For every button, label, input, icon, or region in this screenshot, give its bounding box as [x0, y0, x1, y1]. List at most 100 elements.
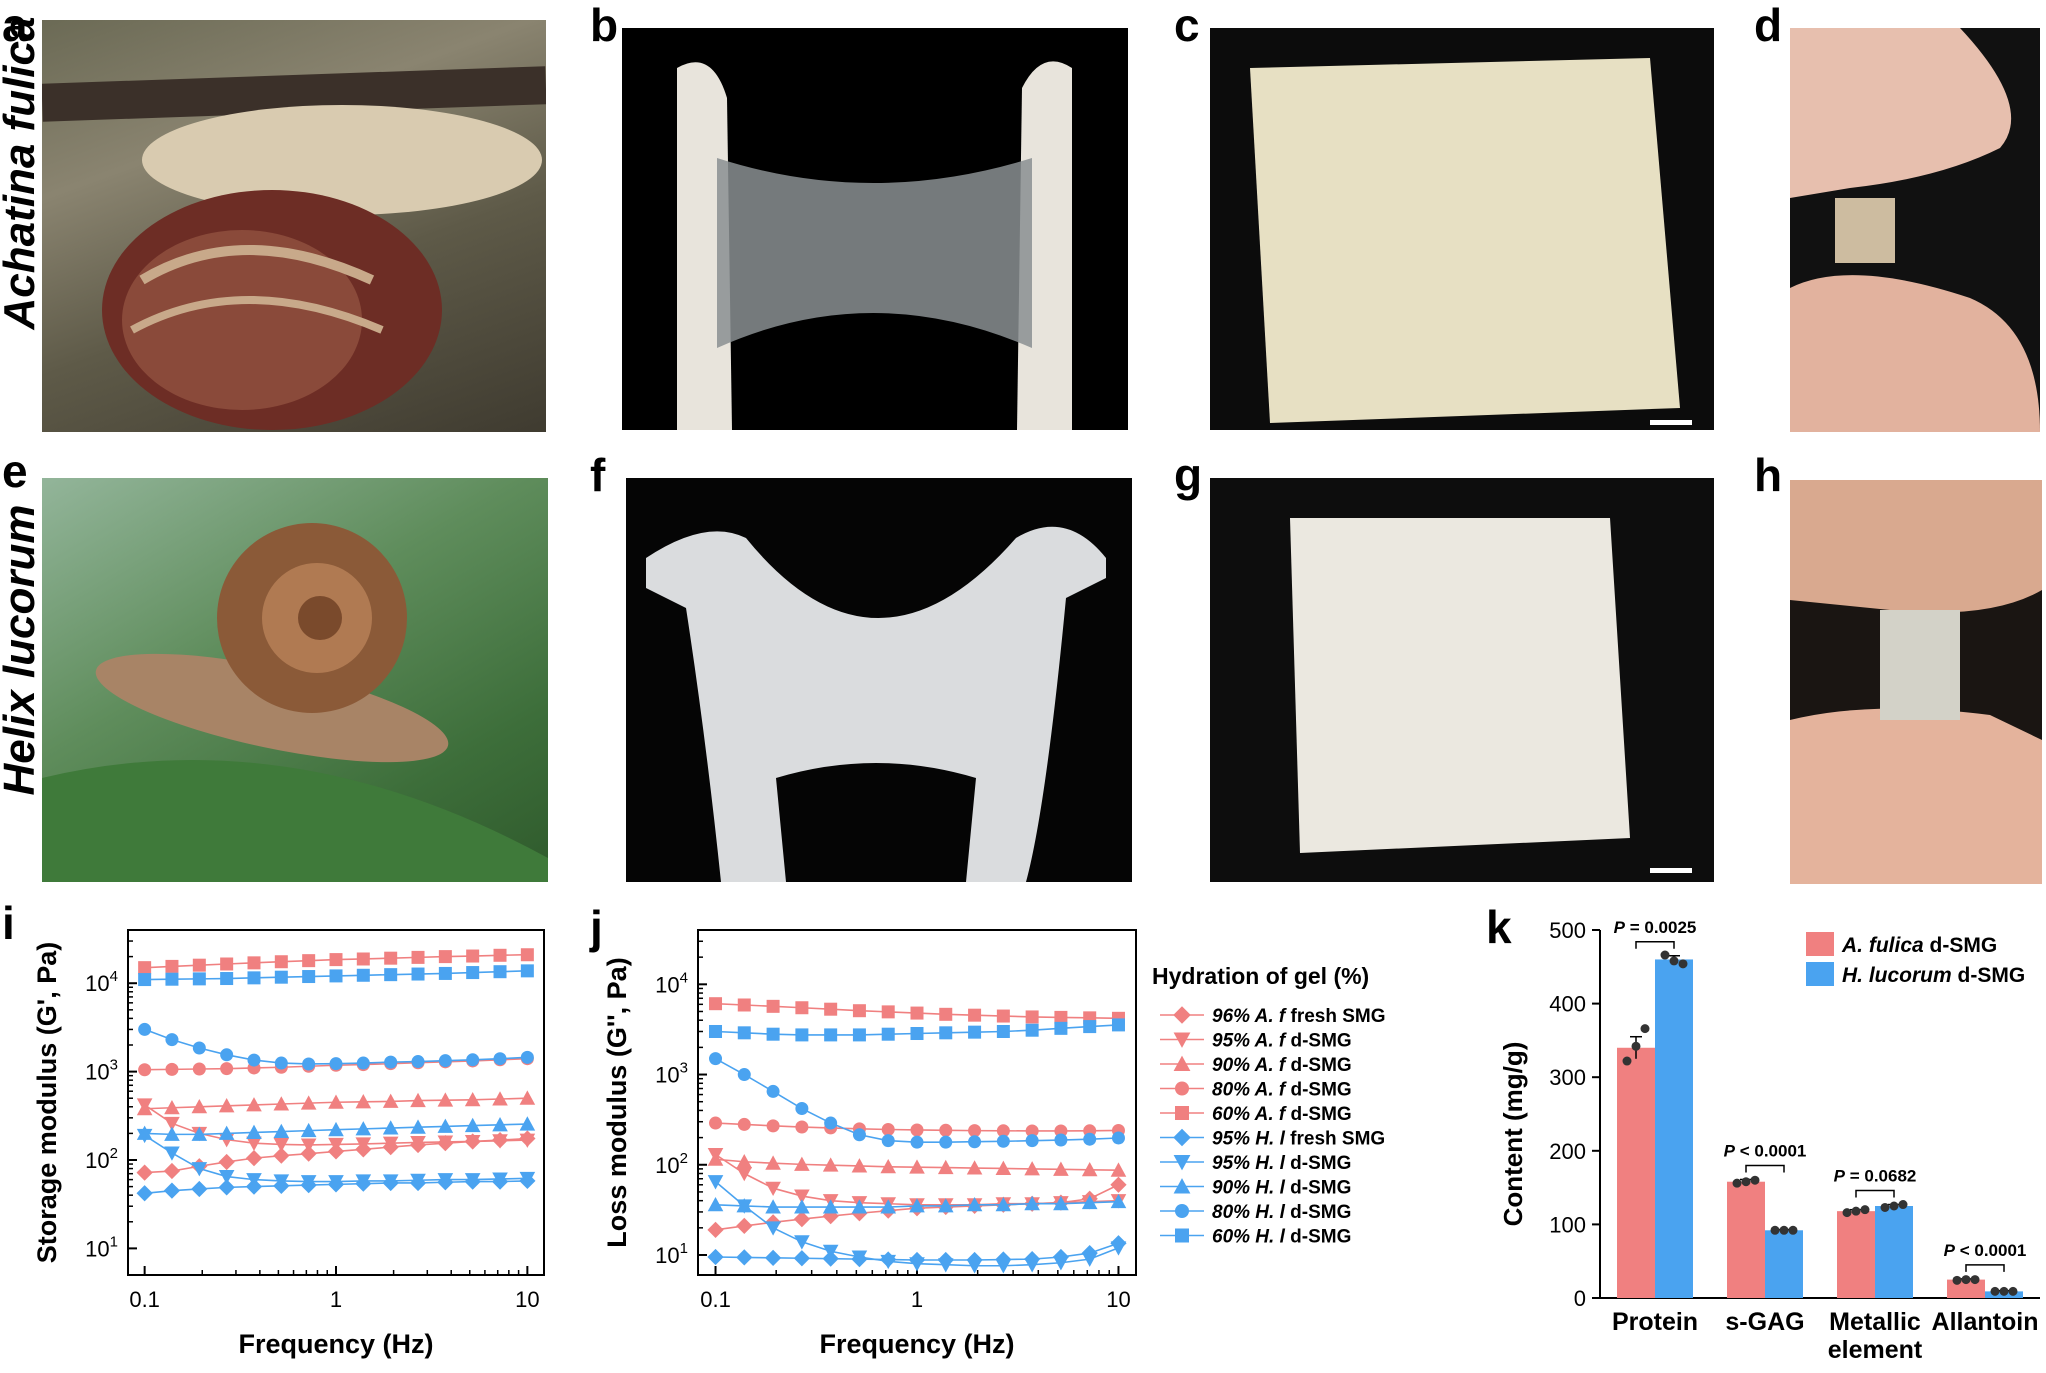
legend-marker: [1173, 1155, 1191, 1171]
data-point: [302, 954, 316, 968]
replicate-point: [1678, 959, 1688, 969]
series-2: [707, 1151, 1127, 1177]
data-point: [411, 1055, 425, 1069]
bar: [1875, 1206, 1913, 1298]
data-point: [822, 1199, 839, 1214]
data-point: [192, 1041, 206, 1055]
data-point: [995, 1196, 1012, 1212]
photo-helix-snail: [42, 478, 548, 882]
y-tick-label: 102: [655, 1150, 688, 1178]
series-9: [709, 1018, 1125, 1042]
helix-sponge-illustration: [1290, 518, 1692, 873]
replicate-point: [1860, 1205, 1870, 1215]
data-point: [328, 1094, 344, 1109]
data-point: [1025, 1010, 1039, 1024]
data-point: [709, 1024, 723, 1038]
data-point: [384, 951, 398, 965]
data-point: [355, 1121, 372, 1136]
replicate-point: [1851, 1206, 1861, 1216]
data-point: [274, 955, 288, 969]
data-point: [492, 1117, 508, 1132]
data-point: [246, 1097, 262, 1112]
data-point: [737, 1068, 751, 1082]
data-point: [274, 1056, 288, 1070]
data-point: [996, 1024, 1010, 1038]
data-point: [1083, 1020, 1097, 1034]
legend-marker: [1175, 1228, 1189, 1243]
data-point: [937, 1198, 954, 1213]
data-point: [824, 1116, 838, 1130]
data-point: [300, 1175, 317, 1190]
data-point: [273, 1137, 290, 1153]
data-point: [966, 1259, 983, 1274]
data-point: [1054, 1133, 1068, 1147]
legend-marker: [1175, 1081, 1189, 1096]
legend-item: 95% H. l d-SMG: [1160, 1153, 1351, 1174]
data-point: [851, 1199, 868, 1214]
data-point: [910, 1006, 924, 1020]
data-point: [707, 1221, 724, 1238]
panel-label-a: a: [2, 0, 28, 51]
data-point: [437, 1173, 454, 1188]
data-point: [410, 1092, 426, 1108]
category-label: Allantoin: [1932, 1308, 2039, 1336]
panel-label-k: k: [1486, 901, 1512, 953]
data-point: [164, 1099, 180, 1115]
data-point: [737, 1117, 751, 1131]
dried-sponge-illustration: [1250, 58, 1692, 425]
panel-label-c: c: [1174, 0, 1200, 51]
data-point: [382, 1093, 399, 1108]
photo-helix-gel-stretch: [626, 478, 1132, 882]
data-point: [1081, 1161, 1098, 1177]
replicate-point: [1999, 1286, 2009, 1296]
data-point: [274, 970, 288, 984]
data-point: [493, 965, 507, 979]
data-point: [1053, 1256, 1069, 1271]
legend-item: 90% H. l d-SMG: [1160, 1178, 1351, 1199]
data-point: [880, 1199, 897, 1214]
data-point: [437, 1092, 454, 1107]
scale-bar: [1650, 420, 1692, 425]
legend-swatch: [1806, 962, 1834, 986]
data-point: [438, 950, 452, 964]
data-point: [329, 969, 343, 983]
data-point: [795, 1001, 809, 1015]
panel-label-d: d: [1754, 0, 1783, 51]
replicate-point: [1880, 1202, 1890, 1212]
replicate-point: [1961, 1275, 1971, 1285]
data-point: [996, 1124, 1010, 1138]
data-point: [165, 972, 179, 986]
data-point: [300, 1145, 317, 1162]
photo-achatina-dried-sponge: [1210, 28, 1714, 430]
legend-item: 80% A. f d-SMG: [1160, 1080, 1352, 1101]
data-point: [464, 1173, 481, 1188]
data-point: [822, 1244, 839, 1260]
data-point: [520, 964, 534, 978]
data-point: [464, 1091, 481, 1107]
replicate-point: [1640, 1024, 1650, 1034]
data-point: [220, 972, 234, 986]
legend-label: 95% A. f d-SMG: [1212, 1031, 1352, 1052]
data-point: [136, 1185, 153, 1202]
data-point: [192, 1062, 206, 1076]
y-tick-label: 500: [1549, 918, 1586, 943]
data-point: [438, 966, 452, 980]
data-point: [766, 1027, 780, 1041]
photo-helix-dried-sponge: [1210, 478, 1714, 882]
data-point: [910, 1135, 924, 1149]
data-point: [766, 999, 780, 1013]
legend-item: 95% H. l fresh SMG: [1160, 1129, 1385, 1150]
data-point: [220, 957, 234, 971]
x-tick-label: 0.1: [129, 1287, 160, 1312]
data-point: [138, 1022, 152, 1036]
data-point: [1110, 1241, 1127, 1256]
data-point: [824, 1002, 838, 1016]
data-point: [765, 1181, 781, 1196]
photo-helix-fingers: [1790, 480, 2042, 884]
data-point: [191, 1126, 208, 1141]
data-point: [736, 1217, 753, 1235]
data-point: [1053, 1161, 1069, 1176]
category-label: Protein: [1612, 1308, 1698, 1336]
y-tick-label: 103: [85, 1057, 118, 1085]
data-point: [466, 966, 480, 980]
